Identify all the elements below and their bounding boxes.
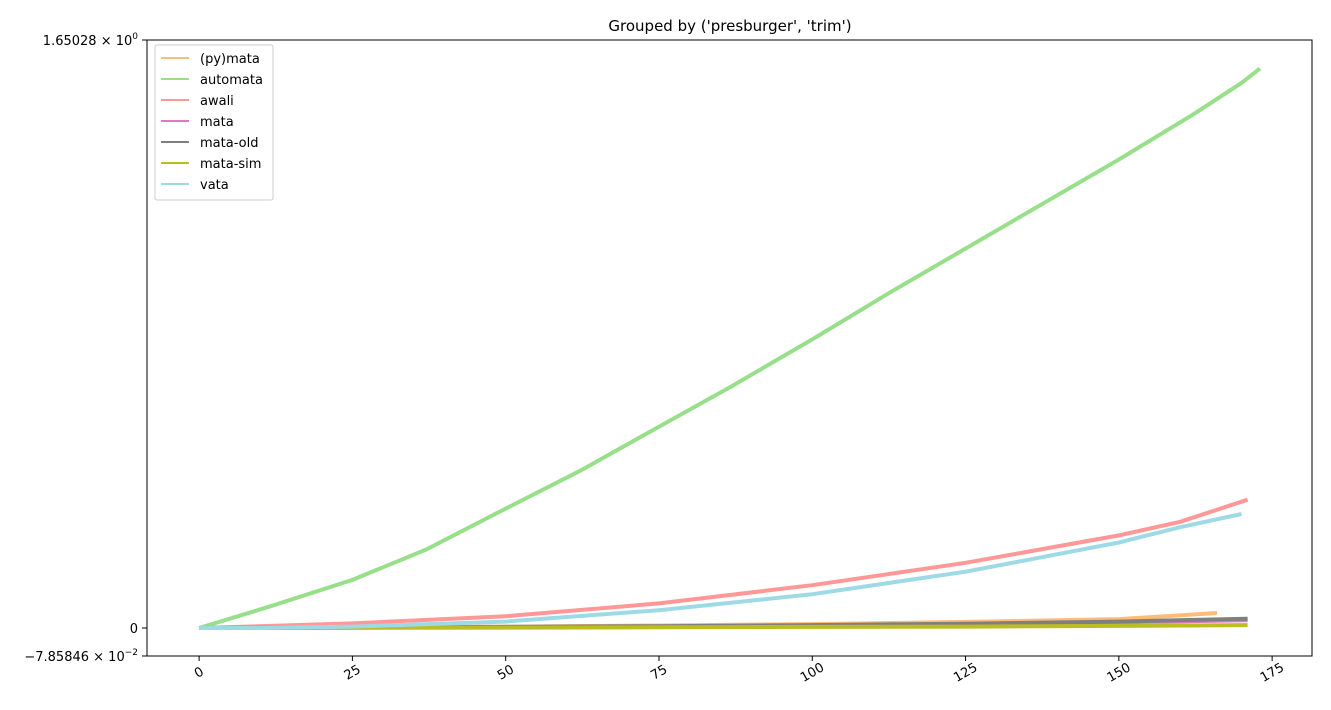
legend-label: vata <box>200 178 229 193</box>
x-tick-label: 125 <box>951 660 980 685</box>
legend-label: mata <box>200 115 234 130</box>
legend-label: mata-old <box>200 136 258 151</box>
x-axis: 0 25 50 75 100 125 150 175 <box>192 656 1287 686</box>
chart-title: Grouped by ('presburger', 'trim') <box>608 17 851 35</box>
series-layer <box>198 67 1262 630</box>
legend-label: (py)mata <box>200 52 260 67</box>
x-tick-label: 150 <box>1105 660 1134 685</box>
legend-label: awali <box>200 94 234 109</box>
y-axis: 1.65028 × 100 0 −7.85846 × 10−2 <box>24 32 147 665</box>
y-tick-label: 1.65028 × 100 <box>43 32 138 49</box>
x-tick-label: 50 <box>495 662 517 683</box>
x-tick-label: 100 <box>798 660 827 685</box>
legend-box <box>154 44 274 201</box>
legend: (py)mata automata awali mata mata-old mata-si… <box>154 44 274 201</box>
series-line-awali <box>199 497 1249 630</box>
series-line-automata <box>198 67 1262 630</box>
legend-label: mata-sim <box>200 157 261 172</box>
plot-area-frame <box>146 39 1313 657</box>
y-tick-label: 0 <box>130 622 138 637</box>
x-tick-label: 175 <box>1258 660 1287 685</box>
series-line-vata <box>199 512 1242 630</box>
x-tick-label: 25 <box>342 662 364 683</box>
legend-label: automata <box>200 73 263 88</box>
x-tick-label: 0 <box>192 664 207 681</box>
y-tick-label: −7.85846 × 10−2 <box>24 648 138 665</box>
x-tick-label: 75 <box>648 662 670 683</box>
